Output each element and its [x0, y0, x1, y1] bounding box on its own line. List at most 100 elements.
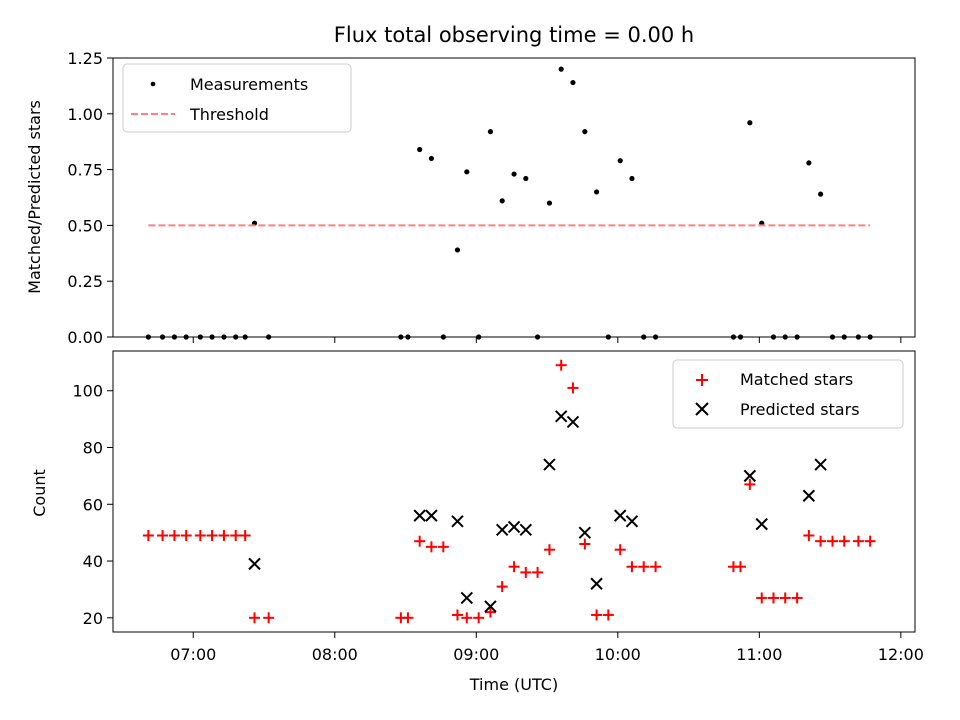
- matched-star-point: [414, 535, 426, 547]
- matched-star-point: [239, 529, 251, 541]
- legend-label-matched: Matched stars: [740, 370, 853, 389]
- flux-ratio-panel: Flux total observing time = 0.00 h Match…: [25, 23, 916, 347]
- x-tick-label: 07:00: [170, 645, 216, 664]
- predicted-star-point: [519, 523, 533, 537]
- predicted-star-point: [614, 509, 627, 522]
- predicted-star-point: [802, 489, 816, 502]
- y-tick-label: 0.75: [67, 161, 103, 180]
- measurement-point: [582, 129, 588, 135]
- matched-star-point: [180, 529, 192, 541]
- legend-box-bottom: [672, 359, 904, 429]
- matched-star-point: [484, 606, 496, 618]
- predicted-star-point: [460, 591, 474, 605]
- matched-star-point: [451, 609, 463, 621]
- top-legend: Measurements Threshold: [122, 63, 352, 133]
- counts-panel: Count Time (UTC) 20 40 60 80 100 07:00 08:00 09…: [30, 350, 924, 694]
- matched-star-point: [473, 612, 485, 624]
- x-tick-label: 12:00: [878, 645, 924, 664]
- measurement-point: [487, 129, 494, 135]
- matched-star-point: [402, 612, 414, 624]
- measurement-point: [747, 120, 753, 126]
- matched-star-point: [461, 612, 473, 624]
- measurement-point: [417, 146, 423, 153]
- legend-box-top: [122, 63, 352, 133]
- matched-star-point: [496, 581, 508, 593]
- top-axes: 0.00 0.25 0.50 0.75 1.00 1.25: [67, 49, 902, 347]
- measurement-point: [558, 66, 564, 72]
- legend-marker-measurements: [150, 81, 156, 87]
- measurement-point: [454, 247, 461, 253]
- matched-star-point: [218, 529, 230, 541]
- predicted-star-point: [484, 600, 497, 613]
- matched-star-point: [779, 592, 791, 604]
- x-tick-label: 10:00: [595, 645, 641, 664]
- y-tick-label: 0.00: [67, 328, 103, 347]
- x-axis-label: Time (UTC): [469, 675, 558, 694]
- matched-star-point: [168, 529, 180, 541]
- matched-star-point: [142, 529, 154, 541]
- predicted-star-point: [590, 577, 603, 590]
- matched-star-point: [767, 592, 779, 604]
- matched-star-point: [650, 561, 662, 573]
- matched-star-point: [744, 478, 756, 490]
- predicted-star-point: [755, 517, 768, 531]
- y-tick-label: 0.50: [67, 216, 103, 235]
- y-tick-label: 60: [83, 495, 103, 514]
- predicted-star-point: [248, 557, 261, 571]
- y-tick-label: 40: [83, 552, 103, 571]
- predicted-star-point: [625, 515, 639, 528]
- bottom-axes: 20 40 60 80 100 07:00 08:00 09:00 10:00 11:00 12:0…: [72, 382, 923, 664]
- matched-star-point: [567, 382, 579, 394]
- x-tick-label: 11:00: [736, 645, 782, 664]
- matched-star-point: [579, 538, 591, 550]
- matched-star-point: [614, 544, 626, 556]
- x-tick-label: 08:00: [312, 645, 358, 664]
- matched-star-point: [555, 359, 567, 371]
- predicted-star-point: [578, 526, 592, 539]
- y-tick-label: 1.25: [67, 49, 103, 68]
- y-tick-label: 1.00: [67, 105, 103, 124]
- bottom-axes-frame: [112, 350, 916, 633]
- matched-star-point: [815, 535, 827, 547]
- matched-star-point: [425, 541, 437, 553]
- matched-star-point: [756, 592, 768, 604]
- measurement-point: [806, 160, 812, 166]
- matched-star-point: [437, 541, 449, 553]
- predicted-star-point: [566, 415, 580, 429]
- x-tick-label: 09:00: [453, 645, 499, 664]
- measurement-point: [629, 175, 635, 182]
- matched-star-point: [735, 561, 747, 573]
- predicted-star-point: [743, 469, 757, 483]
- matched-star-point: [263, 612, 275, 624]
- matched-star-point: [626, 561, 638, 573]
- matched-star-point: [826, 535, 838, 547]
- y-tick-label: 20: [83, 609, 103, 628]
- y-tick-label: 100: [72, 382, 103, 401]
- measurement-point: [428, 155, 435, 162]
- top-axes-frame: [112, 57, 916, 338]
- matched-star-point: [194, 529, 206, 541]
- predicted-star-point: [425, 509, 438, 522]
- legend-marker-matched: [696, 374, 708, 386]
- matched-star-point: [532, 566, 544, 578]
- measurement-point: [546, 200, 553, 206]
- matched-star-point: [157, 529, 169, 541]
- measurement-point: [511, 171, 517, 177]
- matched-star-point: [803, 529, 815, 541]
- matched-star-point: [206, 529, 218, 541]
- legend-label-threshold: Threshold: [189, 105, 269, 124]
- measurement-point: [523, 175, 529, 182]
- matched-star-point: [543, 544, 555, 556]
- matched-star-point: [638, 561, 650, 573]
- measurement-point: [464, 169, 470, 175]
- chart-title: Flux total observing time = 0.00 h: [334, 23, 694, 47]
- y-tick-label: 80: [83, 439, 103, 458]
- measurement-point: [499, 198, 505, 204]
- legend-marker-predicted: [695, 402, 709, 416]
- bottom-legend: Matched stars Predicted stars: [672, 359, 904, 429]
- measurement-point: [617, 158, 623, 164]
- predicted-star-point: [413, 509, 426, 522]
- matched-star-point: [791, 592, 803, 604]
- measurement-point: [818, 191, 824, 197]
